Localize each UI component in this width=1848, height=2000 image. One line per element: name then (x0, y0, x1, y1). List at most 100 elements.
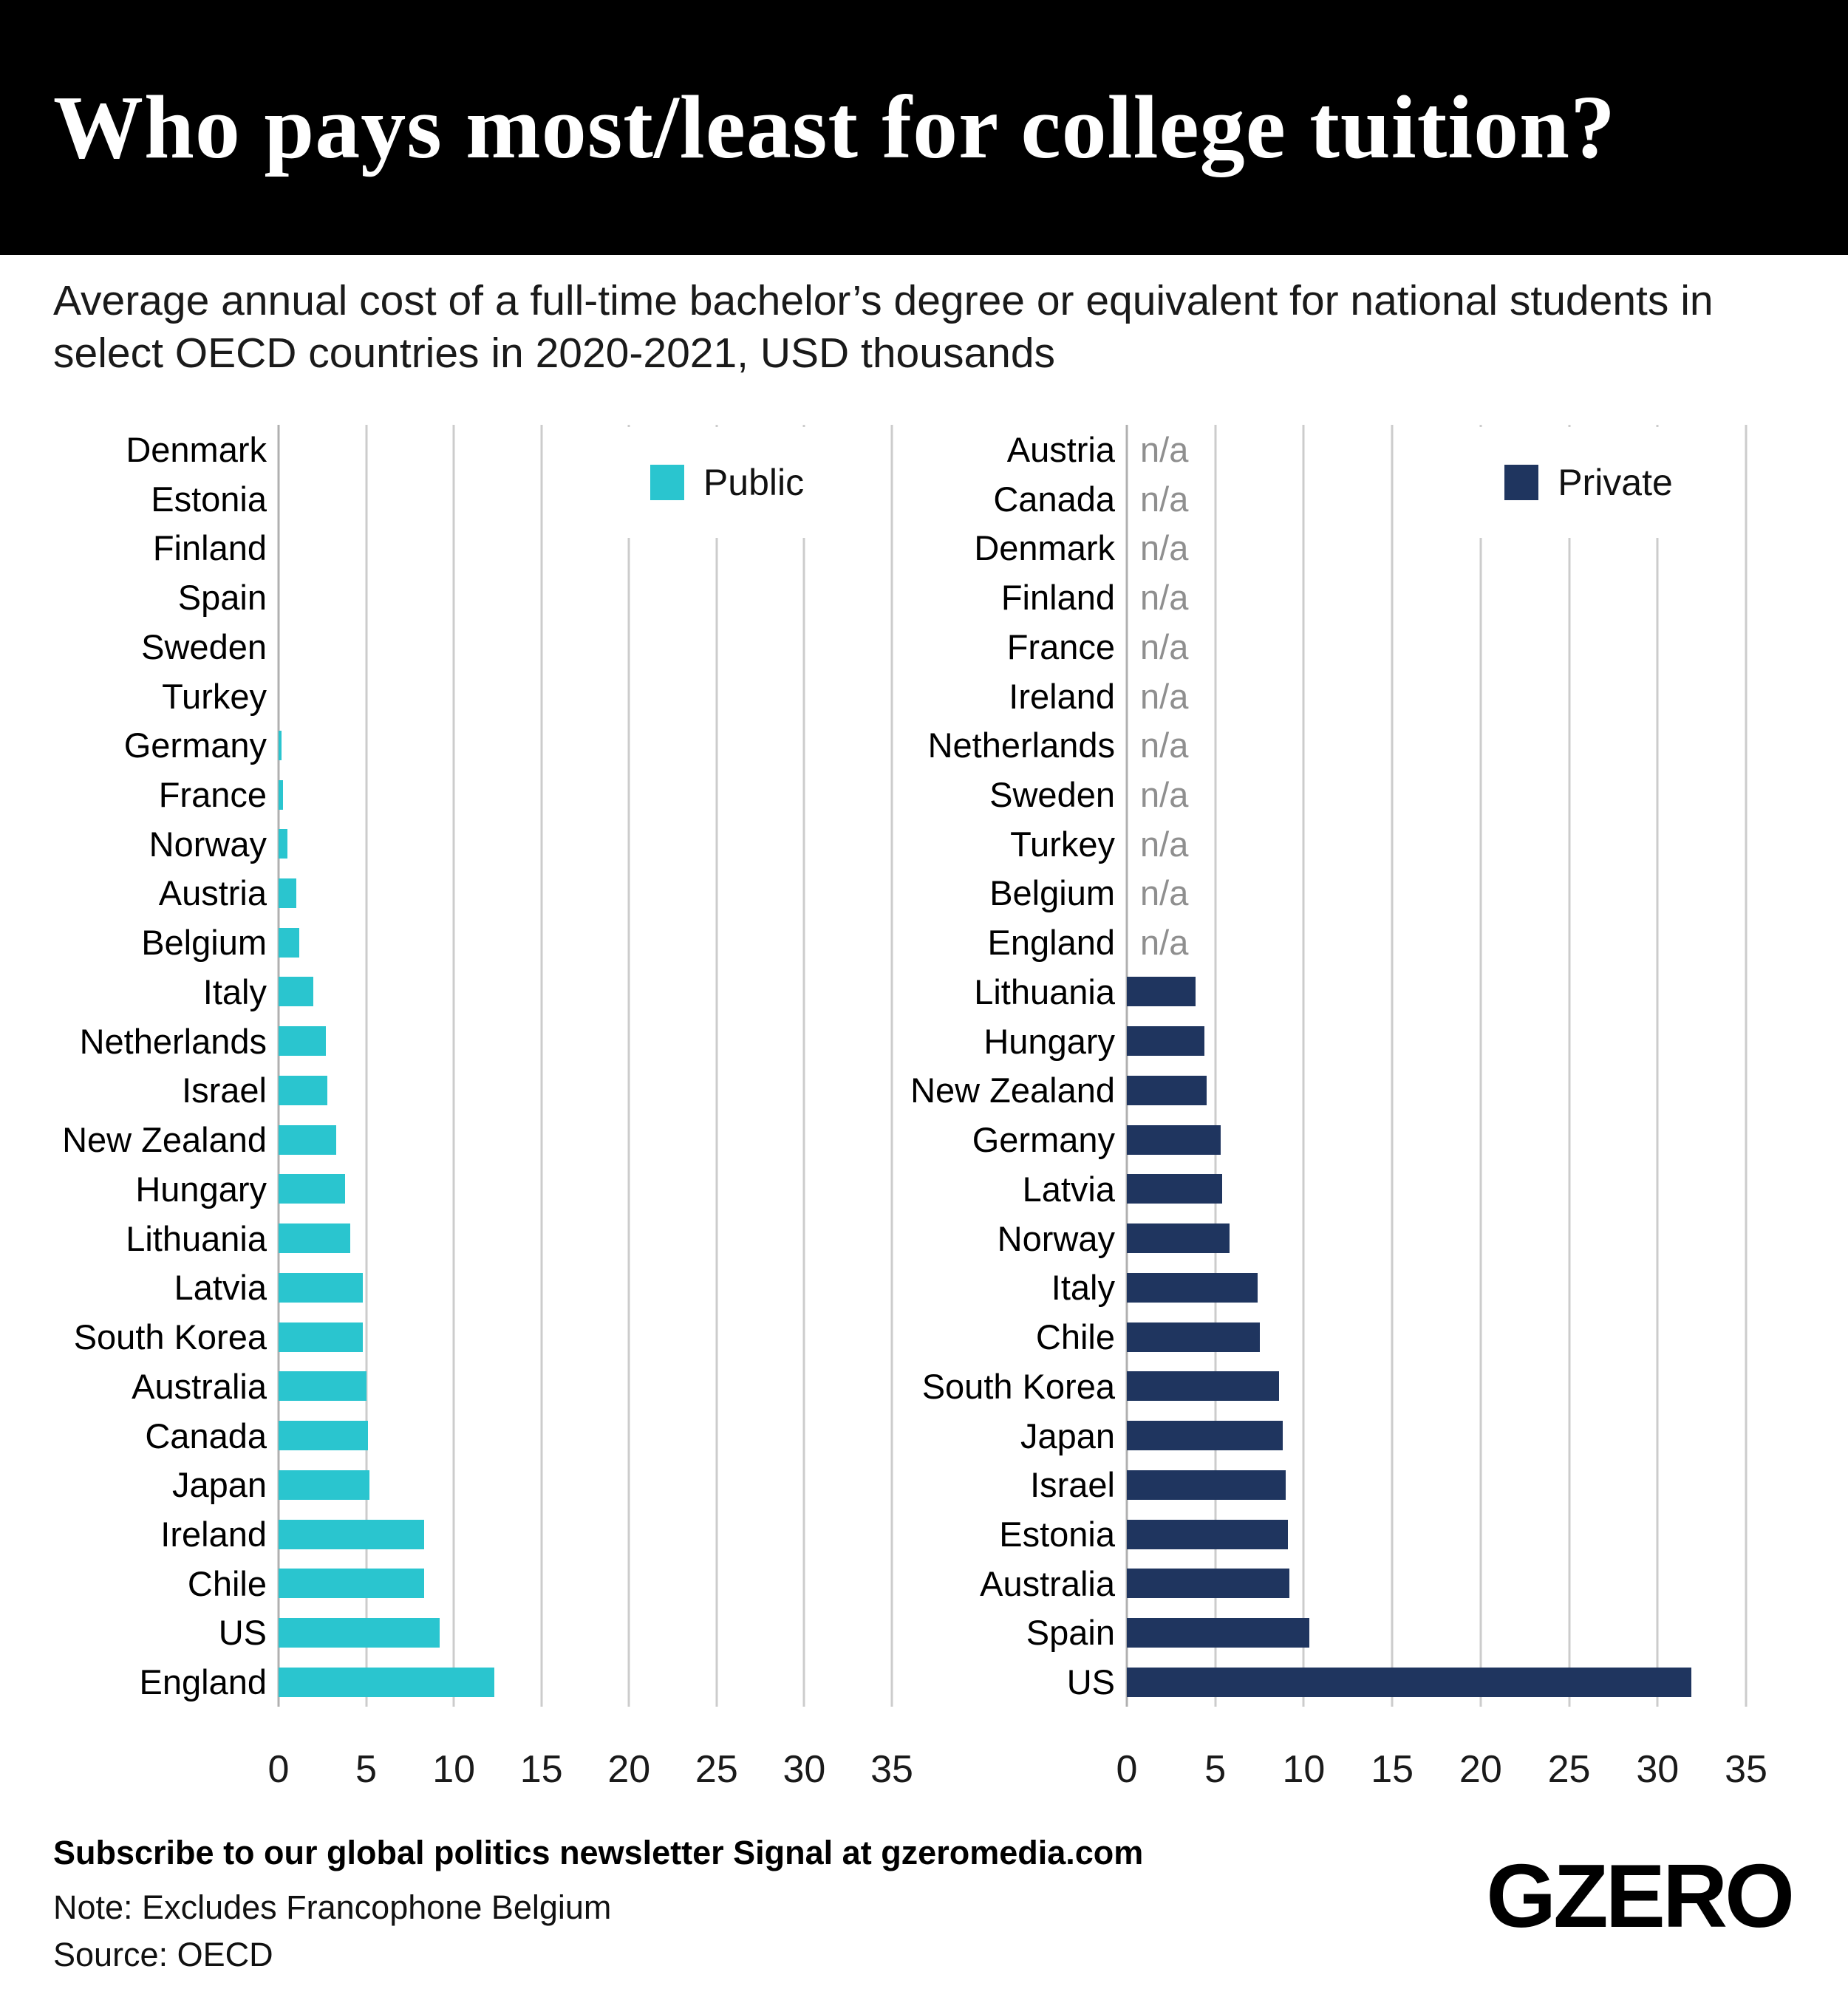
bar-cell (279, 1411, 892, 1461)
country-label: Lithuania (974, 972, 1115, 1011)
country-label: Netherlands (79, 1021, 267, 1061)
bar-cell (1127, 1411, 1746, 1461)
na-value: n/a (1140, 824, 1189, 864)
gridline (890, 425, 893, 1707)
bar-cell (279, 622, 892, 672)
country-label: South Korea (73, 1317, 267, 1357)
bar-row: Finland n/a (901, 573, 1746, 622)
bar (1127, 1470, 1286, 1500)
country-label: Chile (187, 1563, 267, 1603)
legend-public: Public (579, 427, 876, 538)
header-banner: Who pays most/least for college tuition? (0, 0, 1848, 255)
bar (279, 1470, 370, 1500)
bar-cell (279, 1657, 892, 1707)
country-label: Germany (972, 1120, 1115, 1160)
country-label: Sweden (989, 775, 1115, 814)
bar-cell (279, 1559, 892, 1608)
country-label: Japan (1020, 1416, 1115, 1455)
bar-row: Sweden (53, 622, 892, 672)
bar-cell (279, 1164, 892, 1214)
bar-row: Estonia (53, 474, 892, 524)
bar-row: Sweden n/a (901, 770, 1746, 819)
bar (279, 1272, 363, 1303)
bar (1127, 1569, 1290, 1599)
country-label: Latvia (174, 1268, 267, 1308)
bar-cell (1127, 1066, 1746, 1116)
bar-row: Chile (53, 1559, 892, 1608)
country-label: Italy (202, 972, 267, 1011)
gridline (1302, 425, 1305, 1707)
bar-cell: n/a (1127, 622, 1746, 672)
bar (1127, 1667, 1691, 1697)
bar-cell (279, 1460, 892, 1509)
bar-cell (1127, 1164, 1746, 1214)
gzero-logo: GZERO (1486, 1846, 1795, 1946)
country-label: England (139, 1662, 267, 1702)
bar-cell (1127, 1559, 1746, 1608)
bar (279, 1569, 424, 1599)
bar (279, 1371, 366, 1402)
bar (1127, 1421, 1283, 1451)
bar-row: Chile (901, 1312, 1746, 1362)
bar-cell (1127, 1017, 1746, 1066)
bar (279, 1519, 424, 1549)
bar-cell (279, 1509, 892, 1559)
country-label: Canada (993, 479, 1115, 519)
bar-cell (279, 1017, 892, 1066)
bar-cell: n/a (1127, 474, 1746, 524)
bar-row: Hungary (901, 1017, 1746, 1066)
country-label: Norway (997, 1218, 1115, 1258)
newsletter-callout: Subscribe to our global politics newslet… (53, 1834, 1144, 1871)
na-value: n/a (1140, 578, 1189, 618)
bar-cell (279, 1362, 892, 1411)
na-value: n/a (1140, 923, 1189, 963)
bar-cell (1127, 1263, 1746, 1312)
na-value: n/a (1140, 726, 1189, 765)
bar-row: Denmark n/a (901, 523, 1746, 573)
country-label: Hungary (135, 1169, 267, 1209)
country-label: US (1066, 1662, 1115, 1702)
bar-cell: n/a (1127, 672, 1746, 721)
na-value: n/a (1140, 775, 1189, 814)
bar-cell (279, 918, 892, 967)
bar-row: US (53, 1608, 892, 1658)
country-label: Hungary (983, 1021, 1115, 1061)
bar (279, 977, 314, 1007)
bar-row: France (53, 770, 892, 819)
bar (279, 878, 296, 908)
bar-cell (1127, 1312, 1746, 1362)
gridline (1568, 425, 1571, 1707)
bar-row: Lithuania (53, 1214, 892, 1263)
country-label: Belgium (989, 873, 1115, 913)
zero-axis-line (277, 425, 280, 1707)
bar-cell (279, 573, 892, 622)
zero-axis-line (1125, 425, 1128, 1707)
country-label: Sweden (141, 627, 267, 666)
bar-row: Spain (53, 573, 892, 622)
bar-row: Spain (901, 1608, 1746, 1658)
bar-row: Japan (53, 1460, 892, 1509)
axis-tick-label: 10 (1282, 1748, 1326, 1791)
country-label: Australia (132, 1366, 267, 1406)
public-legend-swatch-icon (649, 465, 684, 500)
bar (1127, 1174, 1223, 1204)
bar (1127, 1272, 1258, 1303)
public-x-axis: 0 5 10 15 20 25 30 35 (268, 1747, 913, 1799)
country-label: US (218, 1613, 267, 1653)
country-label: Spain (1026, 1613, 1115, 1653)
bar-row: France n/a (901, 622, 1746, 672)
bar-row: Canada (53, 1411, 892, 1461)
bar-row: Germany (53, 720, 892, 770)
bar-row: Italy (901, 1263, 1746, 1312)
country-label: Italy (1051, 1268, 1115, 1308)
bar (1127, 1026, 1205, 1057)
bar-row: Turkey (53, 672, 892, 721)
bar-row: Japan (901, 1411, 1746, 1461)
country-label: Turkey (162, 676, 267, 716)
na-value: n/a (1140, 528, 1189, 568)
country-label: Lithuania (126, 1218, 267, 1258)
bar-cell: n/a (1127, 869, 1746, 918)
bar-row: Norway (901, 1214, 1746, 1263)
bar-cell (279, 819, 892, 869)
